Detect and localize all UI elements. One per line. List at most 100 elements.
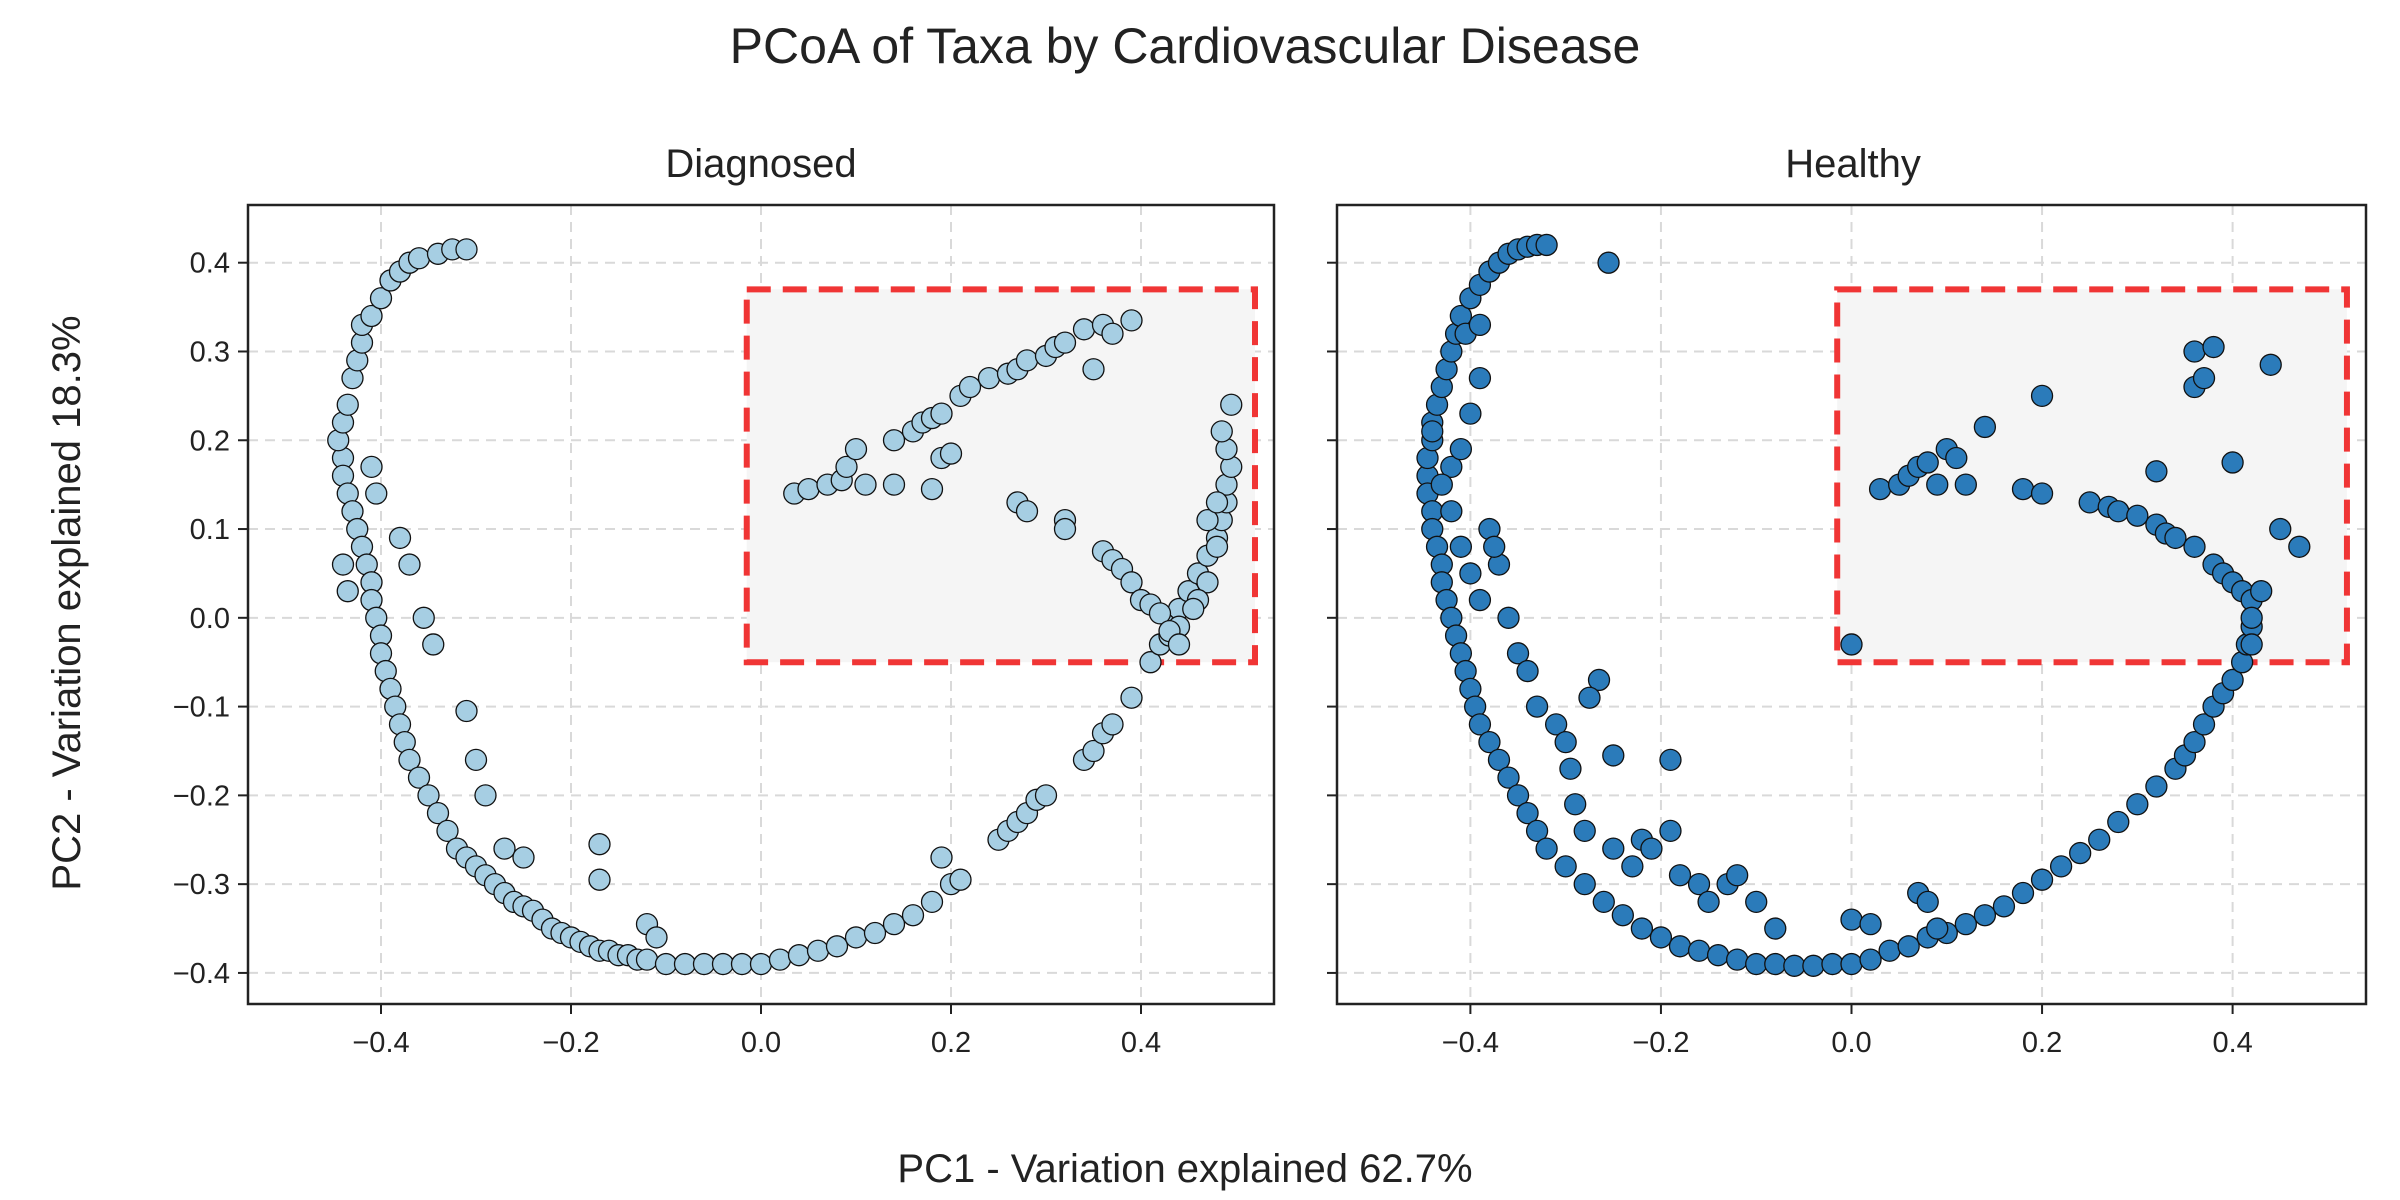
data-point <box>1578 686 1601 709</box>
data-point <box>1015 349 1039 372</box>
data-point <box>2030 868 2054 891</box>
data-point <box>1082 739 1105 763</box>
data-point <box>2030 482 2054 505</box>
data-point <box>930 402 953 425</box>
data-point <box>1821 952 1844 976</box>
data-point <box>455 699 478 723</box>
data-point <box>398 553 421 576</box>
data-point <box>1430 473 1453 496</box>
data-point <box>1544 713 1568 736</box>
data-point <box>1745 952 1768 976</box>
data-point <box>2240 633 2263 656</box>
data-point <box>360 304 383 328</box>
data-point <box>1840 952 1863 976</box>
data-point <box>1535 233 1558 257</box>
data-point <box>835 455 858 479</box>
data-point <box>1205 491 1229 514</box>
y-tick-label: −0.3 <box>173 869 230 901</box>
data-point <box>1449 535 1473 558</box>
data-point <box>1554 730 1577 754</box>
x-tick-label: −0.2 <box>542 1027 599 1059</box>
data-point <box>474 784 497 807</box>
x-axis-label: PC1 - Variation explained 62.7% <box>897 1147 1472 1191</box>
data-point <box>1878 939 1901 962</box>
data-point <box>1478 730 1501 754</box>
y-axis-label: PC2 - Variation explained 18.3% <box>45 315 89 890</box>
data-point <box>2011 881 2035 905</box>
x-tick-label: −0.2 <box>1632 1027 1689 1059</box>
data-point <box>1973 415 1997 439</box>
data-point <box>464 748 488 772</box>
data-point <box>882 473 906 496</box>
data-point <box>417 784 440 807</box>
data-point <box>336 580 359 603</box>
data-point <box>1525 695 1549 718</box>
x-tick-label: 0.2 <box>931 1027 971 1059</box>
data-point <box>844 926 868 949</box>
data-point <box>1535 837 1558 860</box>
data-point <box>854 473 877 496</box>
data-point <box>1687 939 1711 962</box>
data-point <box>407 766 431 789</box>
data-point <box>1621 855 1644 878</box>
y-tick-label: 0.1 <box>190 514 230 546</box>
data-point <box>645 926 668 949</box>
data-point <box>2164 526 2187 550</box>
data-point <box>493 837 516 860</box>
data-point <box>1015 500 1039 523</box>
data-point <box>1459 562 1482 585</box>
data-point <box>1120 571 1143 594</box>
data-point <box>711 952 735 976</box>
data-point <box>407 247 431 270</box>
data-point <box>2250 580 2273 603</box>
data-point <box>1592 890 1615 914</box>
y-tick-label: 0.2 <box>190 425 230 457</box>
data-point <box>1573 819 1596 843</box>
data-point <box>1196 509 1219 532</box>
y-tick-label: 0.0 <box>190 603 230 635</box>
data-point <box>920 890 944 914</box>
data-point <box>1210 420 1233 443</box>
data-point <box>768 948 792 971</box>
data-point <box>977 366 1001 390</box>
data-point <box>1926 473 1949 496</box>
data-point <box>1745 890 1768 914</box>
panel-healthy: −0.4 −0.2 0.0 0.2 0.4 <box>1327 203 2368 1059</box>
data-point <box>1516 659 1539 683</box>
data-point <box>1916 451 1939 474</box>
data-point <box>2107 810 2130 834</box>
data-point <box>1506 784 1530 807</box>
data-point <box>2069 841 2092 865</box>
panel-title-healthy: Healthy <box>1785 142 1921 186</box>
data-point <box>673 952 697 976</box>
data-point <box>1120 309 1143 332</box>
data-point <box>1082 358 1105 381</box>
data-point <box>1726 948 1749 971</box>
data-point <box>882 912 906 936</box>
data-point <box>1053 517 1077 541</box>
data-point <box>1764 952 1787 976</box>
data-point <box>512 846 535 869</box>
data-point <box>1840 633 1863 656</box>
data-point <box>2145 460 2168 483</box>
y-tick-label: −0.1 <box>173 692 230 724</box>
data-point <box>2192 366 2216 390</box>
data-point <box>422 633 445 656</box>
data-point <box>1602 837 1625 860</box>
data-point <box>920 477 944 501</box>
data-point <box>2288 535 2311 558</box>
data-point <box>588 868 611 891</box>
x-tick-label: 0.0 <box>1831 1027 1871 1059</box>
data-point <box>1668 935 1692 958</box>
data-point <box>1559 757 1582 780</box>
data-point <box>369 287 393 310</box>
x-tick-label: 0.4 <box>1121 1027 1161 1059</box>
data-point <box>1859 912 1882 936</box>
data-point <box>749 952 773 976</box>
data-point <box>436 819 459 843</box>
data-point <box>1101 322 1124 345</box>
data-point <box>1220 393 1243 416</box>
data-point <box>2183 340 2206 363</box>
data-point <box>797 477 820 501</box>
